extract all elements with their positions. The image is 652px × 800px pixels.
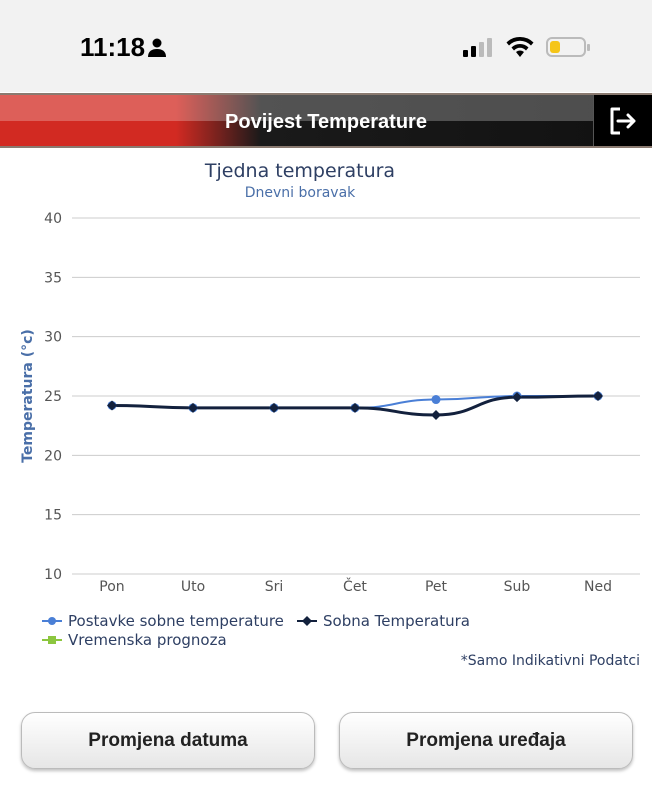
y-tick-label: 30 [44,330,62,346]
legend-label: Postavke sobne temperature [68,612,284,630]
x-tick-label: Uto [181,579,205,595]
status-time: 11:18 [80,32,146,62]
indicative-note: *Samo Indikativni Podatci [460,653,640,669]
x-tick-label: Sri [265,579,284,595]
x-tick-label: Čet [343,577,367,595]
data-point[interactable] [350,402,360,413]
change-date-button[interactable]: Promjena datuma [21,712,315,769]
signal-icon [463,38,492,57]
data-point[interactable] [431,395,441,405]
status-bar: 11:18 [0,0,652,92]
x-tick-label: Pet [425,579,448,595]
exit-button[interactable] [593,95,652,146]
wifi-icon [506,36,534,57]
x-tick-label: Sub [504,579,531,595]
page-title: Povijest Temperature [225,111,427,133]
x-tick-label: Ned [584,579,612,595]
header-bar: Povijest Temperature [0,93,652,148]
legend-label: Vremenska prognoza [68,631,227,649]
data-point[interactable] [269,402,279,413]
y-tick-label: 20 [44,448,62,464]
y-tick-label: 25 [44,389,62,405]
legend-circle-icon [42,617,62,625]
change-device-button[interactable]: Promjena uređaja [339,712,633,769]
y-tick-label: 15 [44,508,62,524]
legend-item-forecast[interactable]: Vremenska prognoza [42,631,227,649]
data-point[interactable] [431,409,441,420]
x-tick-label: Pon [99,579,124,595]
y-tick-label: 35 [44,270,62,286]
data-point[interactable] [512,392,522,403]
legend-label: Sobna Temperatura [323,612,470,630]
y-tick-label: 10 [44,567,62,583]
data-point[interactable] [593,391,603,401]
data-point[interactable] [107,400,117,411]
y-tick-label: 40 [44,211,62,227]
exit-icon [610,107,636,135]
data-point[interactable] [188,402,198,413]
legend-diamond-icon [297,616,317,626]
y-axis-label: Temperatura (°c) [20,329,36,463]
legend-item-setpoint[interactable]: Postavke sobne temperature [42,612,284,630]
chart-title: Tjedna temperatura [204,160,396,182]
chart-subtitle: Dnevni boravak [244,185,356,201]
legend-square-icon [42,636,62,644]
temperature-chart: Temperatura (°c) 10 15 20 25 30 35 40 Pon Uto Sri… [20,211,640,595]
battery-icon [546,37,590,57]
legend-item-room[interactable]: Sobna Temperatura [297,612,470,630]
person-icon [148,38,166,57]
